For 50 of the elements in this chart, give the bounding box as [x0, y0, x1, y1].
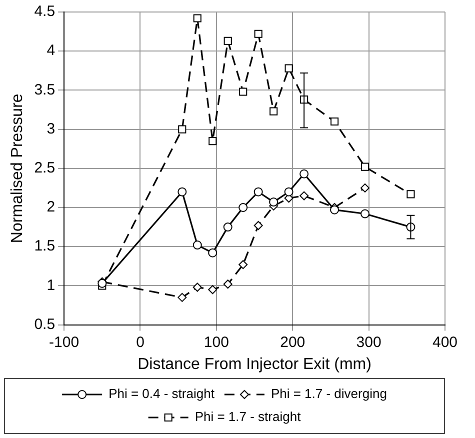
x-tick-label: 300: [356, 334, 382, 351]
point: [254, 187, 263, 196]
y-tick-label: 3.5: [34, 81, 56, 98]
y-tick-label: 2: [46, 198, 56, 216]
point: [178, 125, 186, 134]
point: [178, 187, 187, 196]
legend-label: Phi = 0.4 - straight: [108, 386, 215, 402]
point: [223, 222, 232, 232]
point: [178, 292, 187, 302]
point: [238, 260, 248, 270]
point: [300, 191, 309, 200]
x-tick-label: 100: [204, 334, 229, 351]
y-tick-label: 2.5: [34, 160, 56, 177]
point: [239, 88, 248, 96]
point: [300, 169, 309, 178]
point: [223, 280, 232, 289]
x-tick-label: -100: [49, 334, 80, 351]
y-tick-label: 3: [46, 120, 56, 138]
point: [330, 117, 339, 126]
point: [193, 14, 202, 22]
y-tick-label: 1: [46, 276, 56, 294]
x-axis-title: Distance From Injector Exit (mm): [138, 356, 372, 373]
point: [192, 240, 202, 250]
point: [254, 220, 263, 230]
point: [360, 209, 370, 218]
y-tick-label: 0.5: [34, 316, 56, 333]
point: [284, 187, 294, 196]
x-tick-label: 400: [432, 334, 458, 351]
point: [238, 203, 248, 212]
legend-label: Phi = 1.7 - diverging: [270, 386, 387, 402]
point: [360, 183, 370, 192]
point: [254, 30, 262, 38]
point: [269, 198, 278, 207]
point: [224, 36, 232, 45]
point: [330, 205, 340, 214]
y-tick-label: 1.5: [34, 238, 56, 255]
y-axis-title: Normalised Pressure: [9, 94, 26, 244]
point: [270, 107, 278, 116]
point: [360, 162, 370, 171]
y-tick-label: 4: [46, 42, 56, 60]
x-tick-label: 200: [280, 334, 306, 351]
point: [208, 248, 218, 258]
point: [192, 282, 202, 292]
point: [406, 190, 415, 198]
legend-label: Phi = 1.7 - straight: [194, 409, 302, 424]
point: [284, 64, 293, 72]
x-tick-label: 0: [136, 334, 144, 351]
y-tick-label: 4.5: [34, 3, 56, 20]
point: [208, 285, 218, 294]
point: [208, 136, 217, 146]
